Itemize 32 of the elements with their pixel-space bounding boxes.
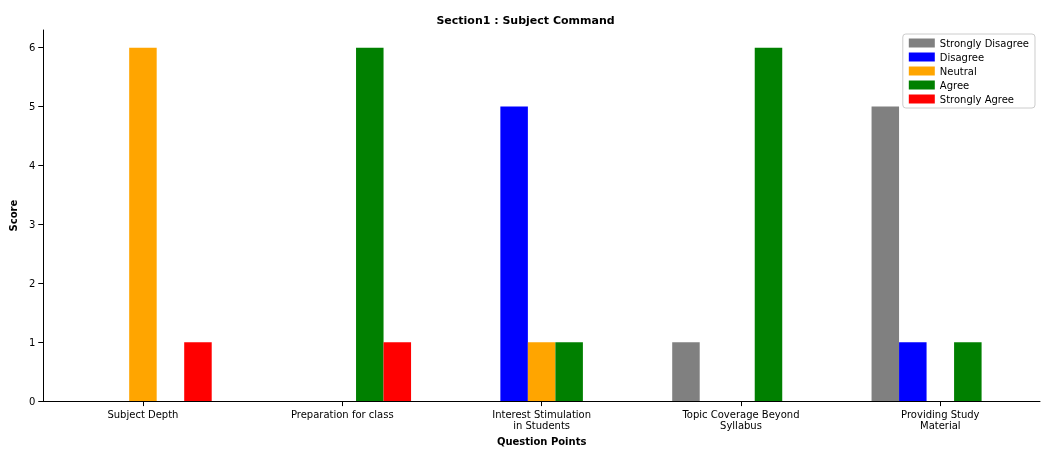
y-tick-label: 2 [28,277,36,289]
y-tick-label: 0 [28,395,36,407]
bar [184,342,212,402]
y-tick-label: 5 [28,101,36,113]
x-tick-label: Providing Study Material [901,409,980,432]
legend-label: Agree [939,79,970,91]
legend-label: Strongly Disagree [939,37,1029,49]
legend-label: Strongly Agree [939,93,1015,105]
chart-title: Section1 : Subject Command [436,14,615,27]
x-tick-label: Subject Depth [107,409,179,421]
x-axis-title: Question Points [496,435,587,447]
bar [500,106,528,402]
bar [129,47,157,402]
bar [672,342,700,402]
x-tick-label: Topic Coverage Beyond Syllabus [681,409,800,432]
y-tick-label: 1 [28,336,36,348]
y-tick-label: 6 [28,42,36,54]
bar [527,342,556,402]
bar [899,342,927,402]
bar [356,47,384,402]
legend-label: Neutral [939,65,977,77]
bar [555,342,583,402]
bar [754,47,783,402]
y-axis-title: Score [7,199,19,232]
x-tick-label: Interest Stimulation in Students [492,409,592,432]
bar [954,342,982,402]
bar [383,342,412,402]
x-tick-label: Preparation for class [290,409,394,421]
y-tick-label: 4 [28,159,36,171]
y-tick-label: 3 [28,218,36,230]
bar [871,106,900,402]
legend-label: Disagree [939,51,985,63]
